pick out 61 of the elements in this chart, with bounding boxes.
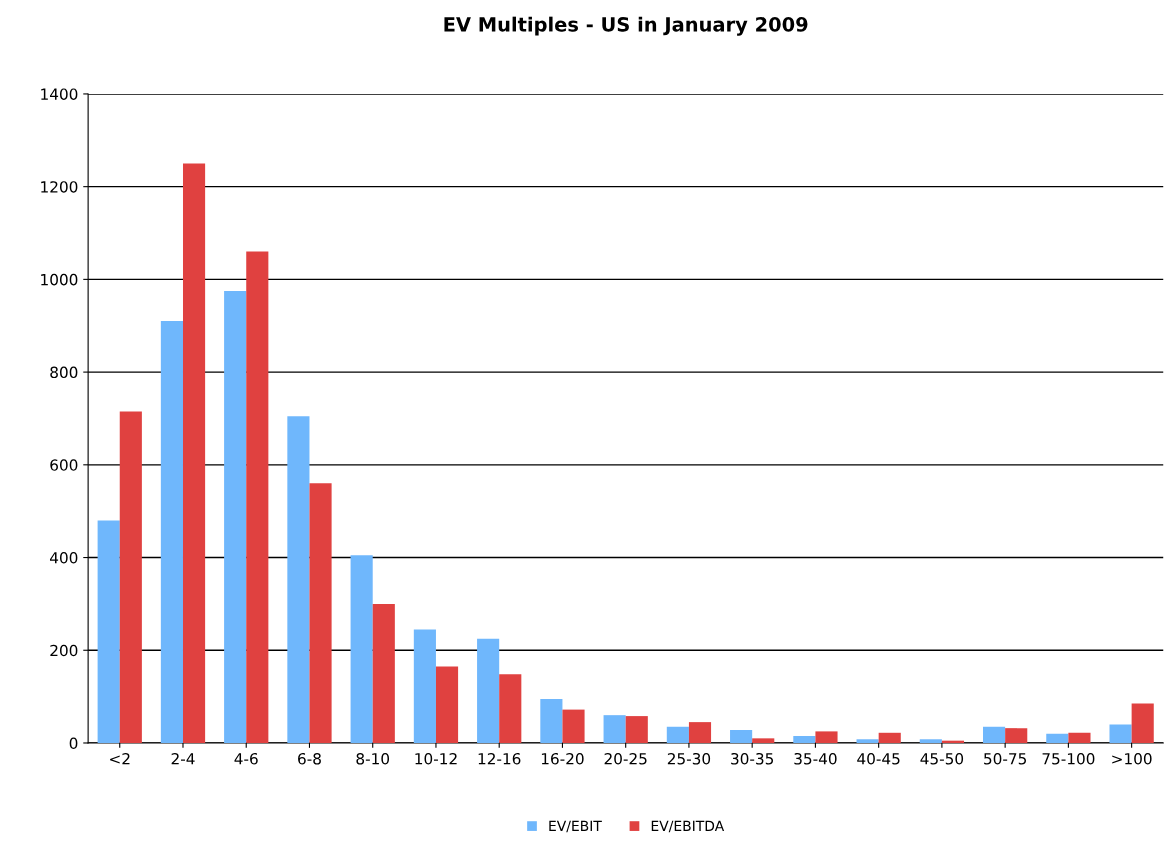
legend-label: EV/EBITDA [651,820,725,833]
bar [1005,728,1028,743]
bar [562,709,585,743]
bar [688,722,712,743]
y-tick-label: 800 [50,366,78,379]
bar [287,416,310,743]
bar [540,698,563,743]
x-tick-label: 12-16 [478,752,521,765]
bar [919,739,942,743]
y-tick-label: 1000 [41,273,78,286]
x-tick-label: 6-8 [298,752,321,765]
y-tick-label: 1200 [41,181,78,193]
legend-label: EV/EBIT [549,820,602,833]
bar [372,603,395,743]
x-tick-label: <2 [110,752,130,765]
y-tick-label: 200 [50,644,78,657]
x-tick-label: 75-100 [1042,752,1095,765]
bar [878,732,901,743]
bar [1046,733,1069,743]
x-tick-label: 2-4 [171,752,195,765]
x-tick-label: 30-35 [731,752,774,765]
bar [413,629,436,743]
bar [1068,732,1091,743]
bar [1131,703,1154,743]
y-tick-label: 1400 [41,88,78,100]
x-tick-label: 10-12 [415,752,457,765]
bar [625,716,648,743]
bar [793,736,816,743]
bar [1109,724,1132,743]
bar [603,715,626,743]
bar [224,290,247,743]
x-tick-label: 8-10 [356,752,390,765]
x-tick-label: 40-45 [857,752,900,765]
bar [983,726,1006,743]
y-tick-label: 0 [69,737,78,749]
bar [477,638,500,743]
bar [730,730,753,743]
x-tick-label: 25-30 [667,752,711,765]
bar [119,411,142,743]
bar [182,163,206,743]
x-tick-label: 4-6 [234,752,258,765]
bar [160,321,183,743]
bar [815,731,838,743]
bar [666,726,689,743]
x-tick-label: 16-20 [541,752,584,765]
y-tick-label: 600 [50,459,78,471]
bar [752,738,775,743]
y-tick-label: 400 [49,552,78,564]
x-tick-label: 20-25 [604,752,647,765]
bar [499,674,522,743]
bar [97,520,120,743]
bar [856,739,879,743]
bar [435,666,459,743]
bar [246,251,269,743]
chart-title: EV Multiples - US in January 2009 [444,16,808,36]
x-tick-label: 35-40 [794,752,837,765]
x-tick-label: 50-75 [984,752,1027,765]
bar [350,555,373,743]
x-tick-label: 45-50 [920,752,964,765]
x-tick-label: >100 [1112,752,1152,765]
bar [309,483,332,743]
